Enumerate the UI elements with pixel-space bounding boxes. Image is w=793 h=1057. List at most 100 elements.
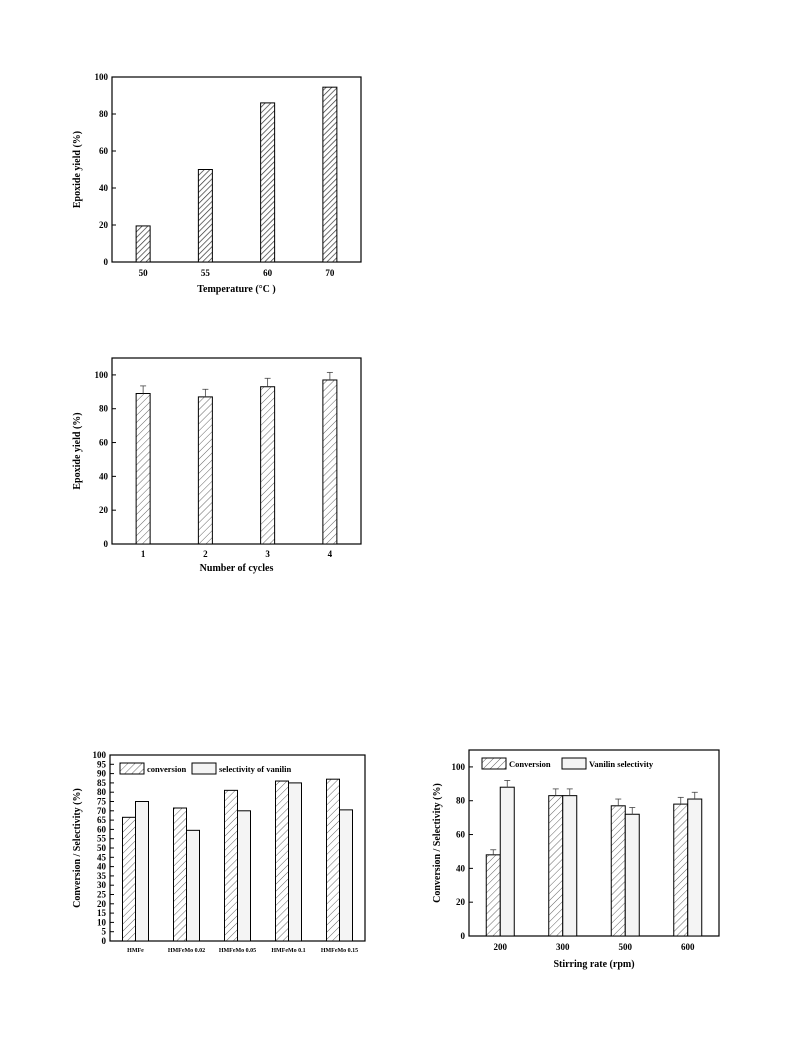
bar (562, 795, 578, 937)
y-tick-label: 20 (99, 505, 109, 515)
y-tick-label: 20 (456, 897, 466, 907)
bar (197, 396, 213, 545)
y-tick-label: 35 (97, 871, 107, 881)
y-tick-label: 60 (456, 830, 466, 840)
y-tick-label: 90 (97, 769, 107, 779)
chart-4: 0 20 40 60 80 100 200 300 500 600 Stirring rate (r… (432, 749, 720, 970)
x-tick-label: 1 (141, 549, 146, 559)
plot-frame (111, 357, 362, 545)
y-tick-label: 50 (97, 843, 107, 853)
legend-label: conversion (147, 764, 186, 774)
y-tick-label: 55 (97, 834, 107, 844)
x-tick-label: 50 (139, 268, 149, 278)
y-tick-label: 80 (99, 109, 109, 119)
y-tick-label: 45 (97, 852, 107, 862)
y-axis-label: Epoxide yield (%) (72, 131, 83, 208)
y-tick-label: 30 (97, 880, 107, 890)
x-tick-label: HMFeMo 0.1 (271, 948, 305, 954)
y-tick-label: 25 (97, 890, 107, 900)
y-tick-label: 60 (97, 824, 107, 834)
y-tick-label: 5 (102, 927, 107, 937)
y-tick-label: 40 (99, 471, 109, 481)
x-axis-label: Number of cycles (200, 563, 274, 574)
plot-frame (111, 76, 362, 263)
y-axis-label: Epoxide yield (%) (72, 412, 83, 489)
y-tick-label: 10 (97, 917, 107, 927)
x-tick-label: 55 (201, 268, 211, 278)
y-tick-label: 100 (95, 72, 109, 82)
chart-3: 0510152025303540455055606570758085909510… (72, 750, 366, 954)
y-tick-label: 100 (93, 750, 107, 760)
legend-swatch (191, 762, 217, 775)
x-tick-label: 500 (619, 942, 633, 952)
y-tick-label: 85 (97, 778, 107, 788)
y-tick-label: 20 (99, 220, 109, 230)
x-tick-label: 4 (328, 549, 333, 559)
x-tick-label: 3 (265, 549, 270, 559)
y-tick-label: 80 (456, 796, 466, 806)
bar (122, 816, 136, 942)
y-tick-label: 100 (452, 762, 466, 772)
x-tick-label: HMFeMo 0.05 (219, 948, 256, 954)
plot-frame (468, 749, 720, 937)
bar (224, 789, 238, 942)
bar (322, 379, 338, 545)
bar (186, 829, 200, 942)
bar (260, 386, 276, 545)
y-tick-label: 75 (97, 797, 107, 807)
x-tick-label: HMFeMo 0.02 (168, 948, 205, 954)
bar (322, 86, 338, 263)
legend-swatch (561, 757, 587, 770)
x-tick-label: 200 (494, 942, 508, 952)
y-axis-label: Conversion / Selectivity (%) (432, 783, 443, 903)
bar (339, 809, 353, 942)
x-tick-label: 60 (263, 268, 273, 278)
x-axis-label: Stirring rate (rpm) (553, 959, 634, 970)
bar (548, 795, 564, 937)
y-tick-label: 100 (95, 370, 109, 380)
y-tick-label: 20 (97, 899, 107, 909)
x-axis-label: Temperature (°C ) (197, 284, 275, 295)
legend-label: Conversion (509, 759, 551, 769)
y-tick-label: 80 (99, 404, 109, 414)
bar (610, 805, 626, 937)
y-tick-label: 60 (99, 146, 109, 156)
bar (135, 393, 151, 545)
y-axis-label: Conversion / Selectivity (%) (72, 788, 83, 908)
x-tick-label: 300 (556, 942, 570, 952)
y-tick-label: 70 (97, 806, 107, 816)
bar (673, 803, 689, 937)
bar (624, 813, 640, 937)
legend-label: Vanilin selectivity (589, 759, 654, 769)
bar (135, 801, 149, 942)
bar (197, 169, 213, 263)
legend-swatch (481, 757, 507, 770)
bar (288, 782, 302, 942)
y-tick-label: 40 (97, 862, 107, 872)
bar (260, 102, 276, 263)
bar (687, 798, 703, 937)
bar (499, 786, 515, 937)
bar (326, 778, 340, 942)
y-tick-label: 95 (97, 759, 107, 769)
chart-2: 0 20 40 60 80 100 1 2 3 4 Number of cycles Epoxide … (72, 357, 362, 574)
x-tick-label: 2 (203, 549, 208, 559)
bar (237, 810, 251, 942)
legend-swatch (119, 762, 145, 775)
bar (485, 854, 501, 937)
y-tick-label: 60 (99, 438, 109, 448)
bar (135, 225, 151, 263)
y-tick-label: 0 (102, 936, 107, 946)
y-tick-label: 40 (99, 183, 109, 193)
x-tick-label: HMFe (127, 948, 144, 954)
y-tick-label: 40 (456, 863, 466, 873)
y-tick-label: 0 (104, 539, 109, 549)
y-tick-label: 0 (461, 931, 466, 941)
y-tick-label: 0 (104, 257, 109, 267)
y-tick-label: 80 (97, 787, 107, 797)
y-tick-label: 65 (97, 815, 107, 825)
x-tick-label: 70 (325, 268, 335, 278)
chart-1: 0 20 40 60 80 100 50 55 60 70 Temperature (°C ) Epo… (72, 72, 362, 295)
y-tick-label: 15 (97, 908, 107, 918)
